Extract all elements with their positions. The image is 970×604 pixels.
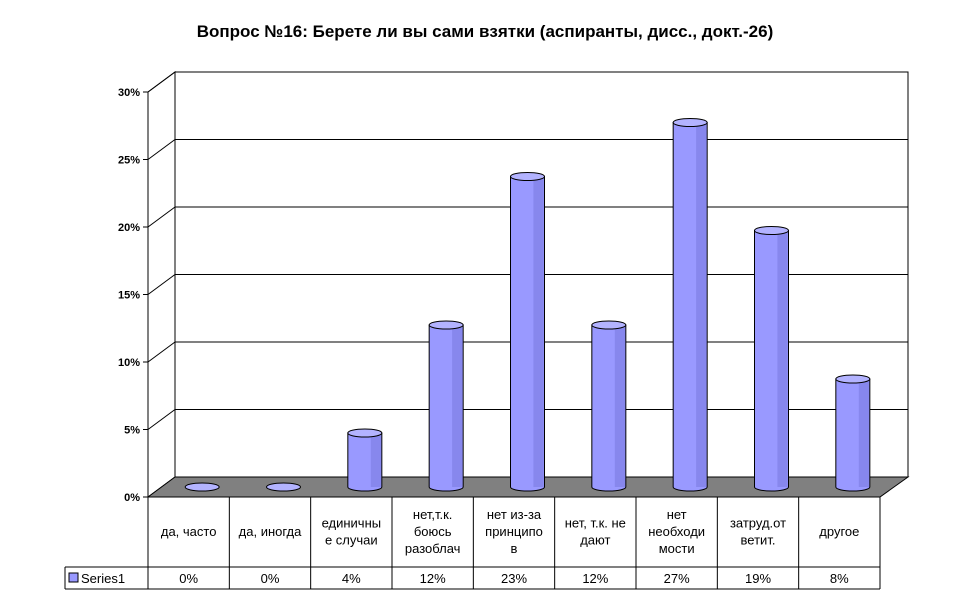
bar bbox=[184, 482, 220, 492]
bar-shade bbox=[777, 230, 788, 487]
y-tick-label: 25% bbox=[118, 155, 140, 167]
bar-shade bbox=[858, 379, 869, 487]
bar bbox=[591, 320, 627, 492]
data-label: 19% bbox=[745, 571, 771, 586]
category-label: нет bbox=[667, 507, 687, 522]
data-label: 8% bbox=[830, 571, 849, 586]
bar bbox=[835, 374, 871, 492]
bar bbox=[266, 482, 301, 492]
bar-top bbox=[510, 172, 545, 181]
bar bbox=[672, 118, 708, 492]
bar bbox=[754, 226, 789, 492]
bar-top bbox=[266, 482, 301, 492]
category-label: единичны bbox=[322, 516, 382, 531]
chart-title: Вопрос №16: Берете ли вы сами взятки (ас… bbox=[196, 22, 774, 41]
y-tick-label: 0% bbox=[124, 492, 140, 504]
bar-shade bbox=[452, 325, 463, 487]
data-label: 23% bbox=[501, 571, 527, 586]
category-label: необходи bbox=[648, 524, 705, 539]
gridline-side bbox=[147, 341, 176, 363]
bar-top bbox=[835, 374, 871, 384]
bar-top bbox=[184, 482, 220, 492]
category-label: разоблач bbox=[405, 541, 461, 556]
category-label: другое bbox=[819, 524, 859, 539]
bar-shade bbox=[614, 325, 625, 487]
bar-top bbox=[347, 428, 383, 438]
y-tick-label: 20% bbox=[118, 222, 140, 234]
bar-shade bbox=[370, 433, 381, 487]
gridline-side bbox=[147, 139, 176, 160]
gridline-side bbox=[147, 274, 176, 295]
y-tick-label: 5% bbox=[124, 425, 140, 437]
legend-series-name: Series1 bbox=[81, 571, 125, 586]
gridline-side bbox=[147, 206, 176, 228]
category-label: боюсь bbox=[414, 524, 452, 539]
y-tick-label: 30% bbox=[118, 87, 140, 99]
bar-body bbox=[347, 432, 383, 492]
y-tick-label: 15% bbox=[118, 290, 140, 302]
category-label: в bbox=[511, 541, 518, 556]
category-label: нет, т.к. не bbox=[565, 516, 626, 531]
category-label: затруд.от bbox=[730, 516, 786, 531]
data-label: 12% bbox=[420, 571, 446, 586]
data-label: 12% bbox=[582, 571, 608, 586]
bar-top bbox=[428, 320, 464, 330]
bar bbox=[347, 428, 383, 492]
bar-top bbox=[672, 118, 708, 127]
category-label: нет,т.к. bbox=[413, 507, 453, 522]
gridline-side bbox=[147, 409, 176, 430]
bar bbox=[510, 172, 545, 492]
category-label: ветит. bbox=[741, 533, 776, 548]
y-tick-label: 10% bbox=[118, 357, 140, 369]
bar-body bbox=[754, 230, 789, 492]
bar bbox=[428, 320, 464, 492]
gridline-side bbox=[147, 71, 176, 93]
category-label: принципо bbox=[485, 524, 543, 539]
category-label: е случаи bbox=[325, 533, 378, 548]
data-label: 27% bbox=[664, 571, 690, 586]
legend-swatch bbox=[68, 572, 79, 583]
category-label: да, иногда bbox=[239, 524, 302, 539]
category-label: дают bbox=[580, 533, 610, 548]
bar-body bbox=[428, 324, 464, 492]
bar-body bbox=[510, 176, 545, 492]
category-label: мости bbox=[659, 541, 695, 556]
category-label: да, часто bbox=[161, 524, 217, 539]
category-label: нет из-за bbox=[487, 507, 542, 522]
bar-body bbox=[672, 122, 708, 492]
bar-top bbox=[591, 320, 627, 330]
bar-shade bbox=[533, 176, 544, 487]
data-label: 4% bbox=[342, 571, 361, 586]
bar-body bbox=[835, 378, 871, 492]
data-label: 0% bbox=[261, 571, 280, 586]
bar-shade bbox=[696, 122, 707, 487]
data-label: 0% bbox=[179, 571, 198, 586]
bar-top bbox=[754, 226, 789, 235]
bar-body bbox=[591, 324, 627, 492]
